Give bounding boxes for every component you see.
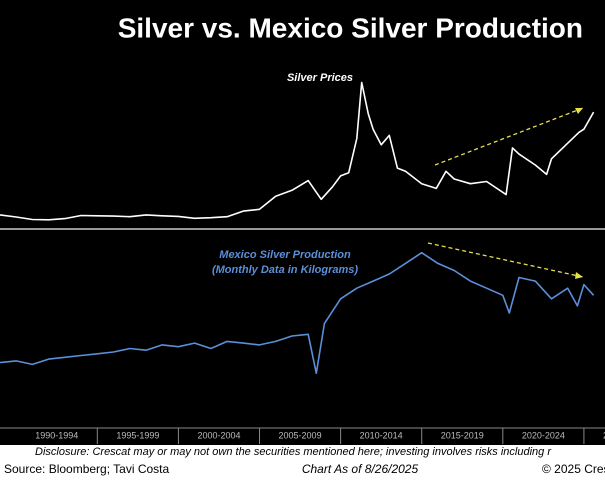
disclosure: Disclosure: Crescat may or may not own t… [35, 446, 552, 458]
trend-arrow [434, 107, 584, 166]
series-label: Silver Prices [287, 72, 353, 84]
series-line [0, 81, 595, 221]
x-tick-label: 2005-2009 [279, 430, 322, 440]
x-tick-label: 2015-2019 [441, 430, 484, 440]
chart-title: Silver vs. Mexico Silver Production [118, 12, 583, 43]
series-note: (Monthly Data in Kilograms) [212, 264, 358, 276]
series-label: Mexico Silver Production [219, 249, 351, 261]
x-tick-label: 2000-2004 [197, 430, 240, 440]
x-tick-label: 1995-1999 [116, 430, 159, 440]
x-tick-label: 1990-1994 [35, 430, 78, 440]
x-tick-label: 2025-2029 [603, 430, 605, 440]
x-tick-label: 2010-2014 [360, 430, 403, 440]
trend-arrow [427, 242, 584, 278]
series-line [0, 251, 595, 375]
x-tick-label: 2020-2024 [522, 430, 565, 440]
arrow-head [575, 272, 583, 279]
source: Source: Bloomberg; Tavi Costa [4, 462, 170, 476]
chart-date: Chart As of 8/26/2025 [302, 462, 419, 476]
footer-band [0, 445, 605, 481]
arrow-head [575, 108, 583, 114]
copyright: © 2025 Cres [542, 462, 605, 476]
